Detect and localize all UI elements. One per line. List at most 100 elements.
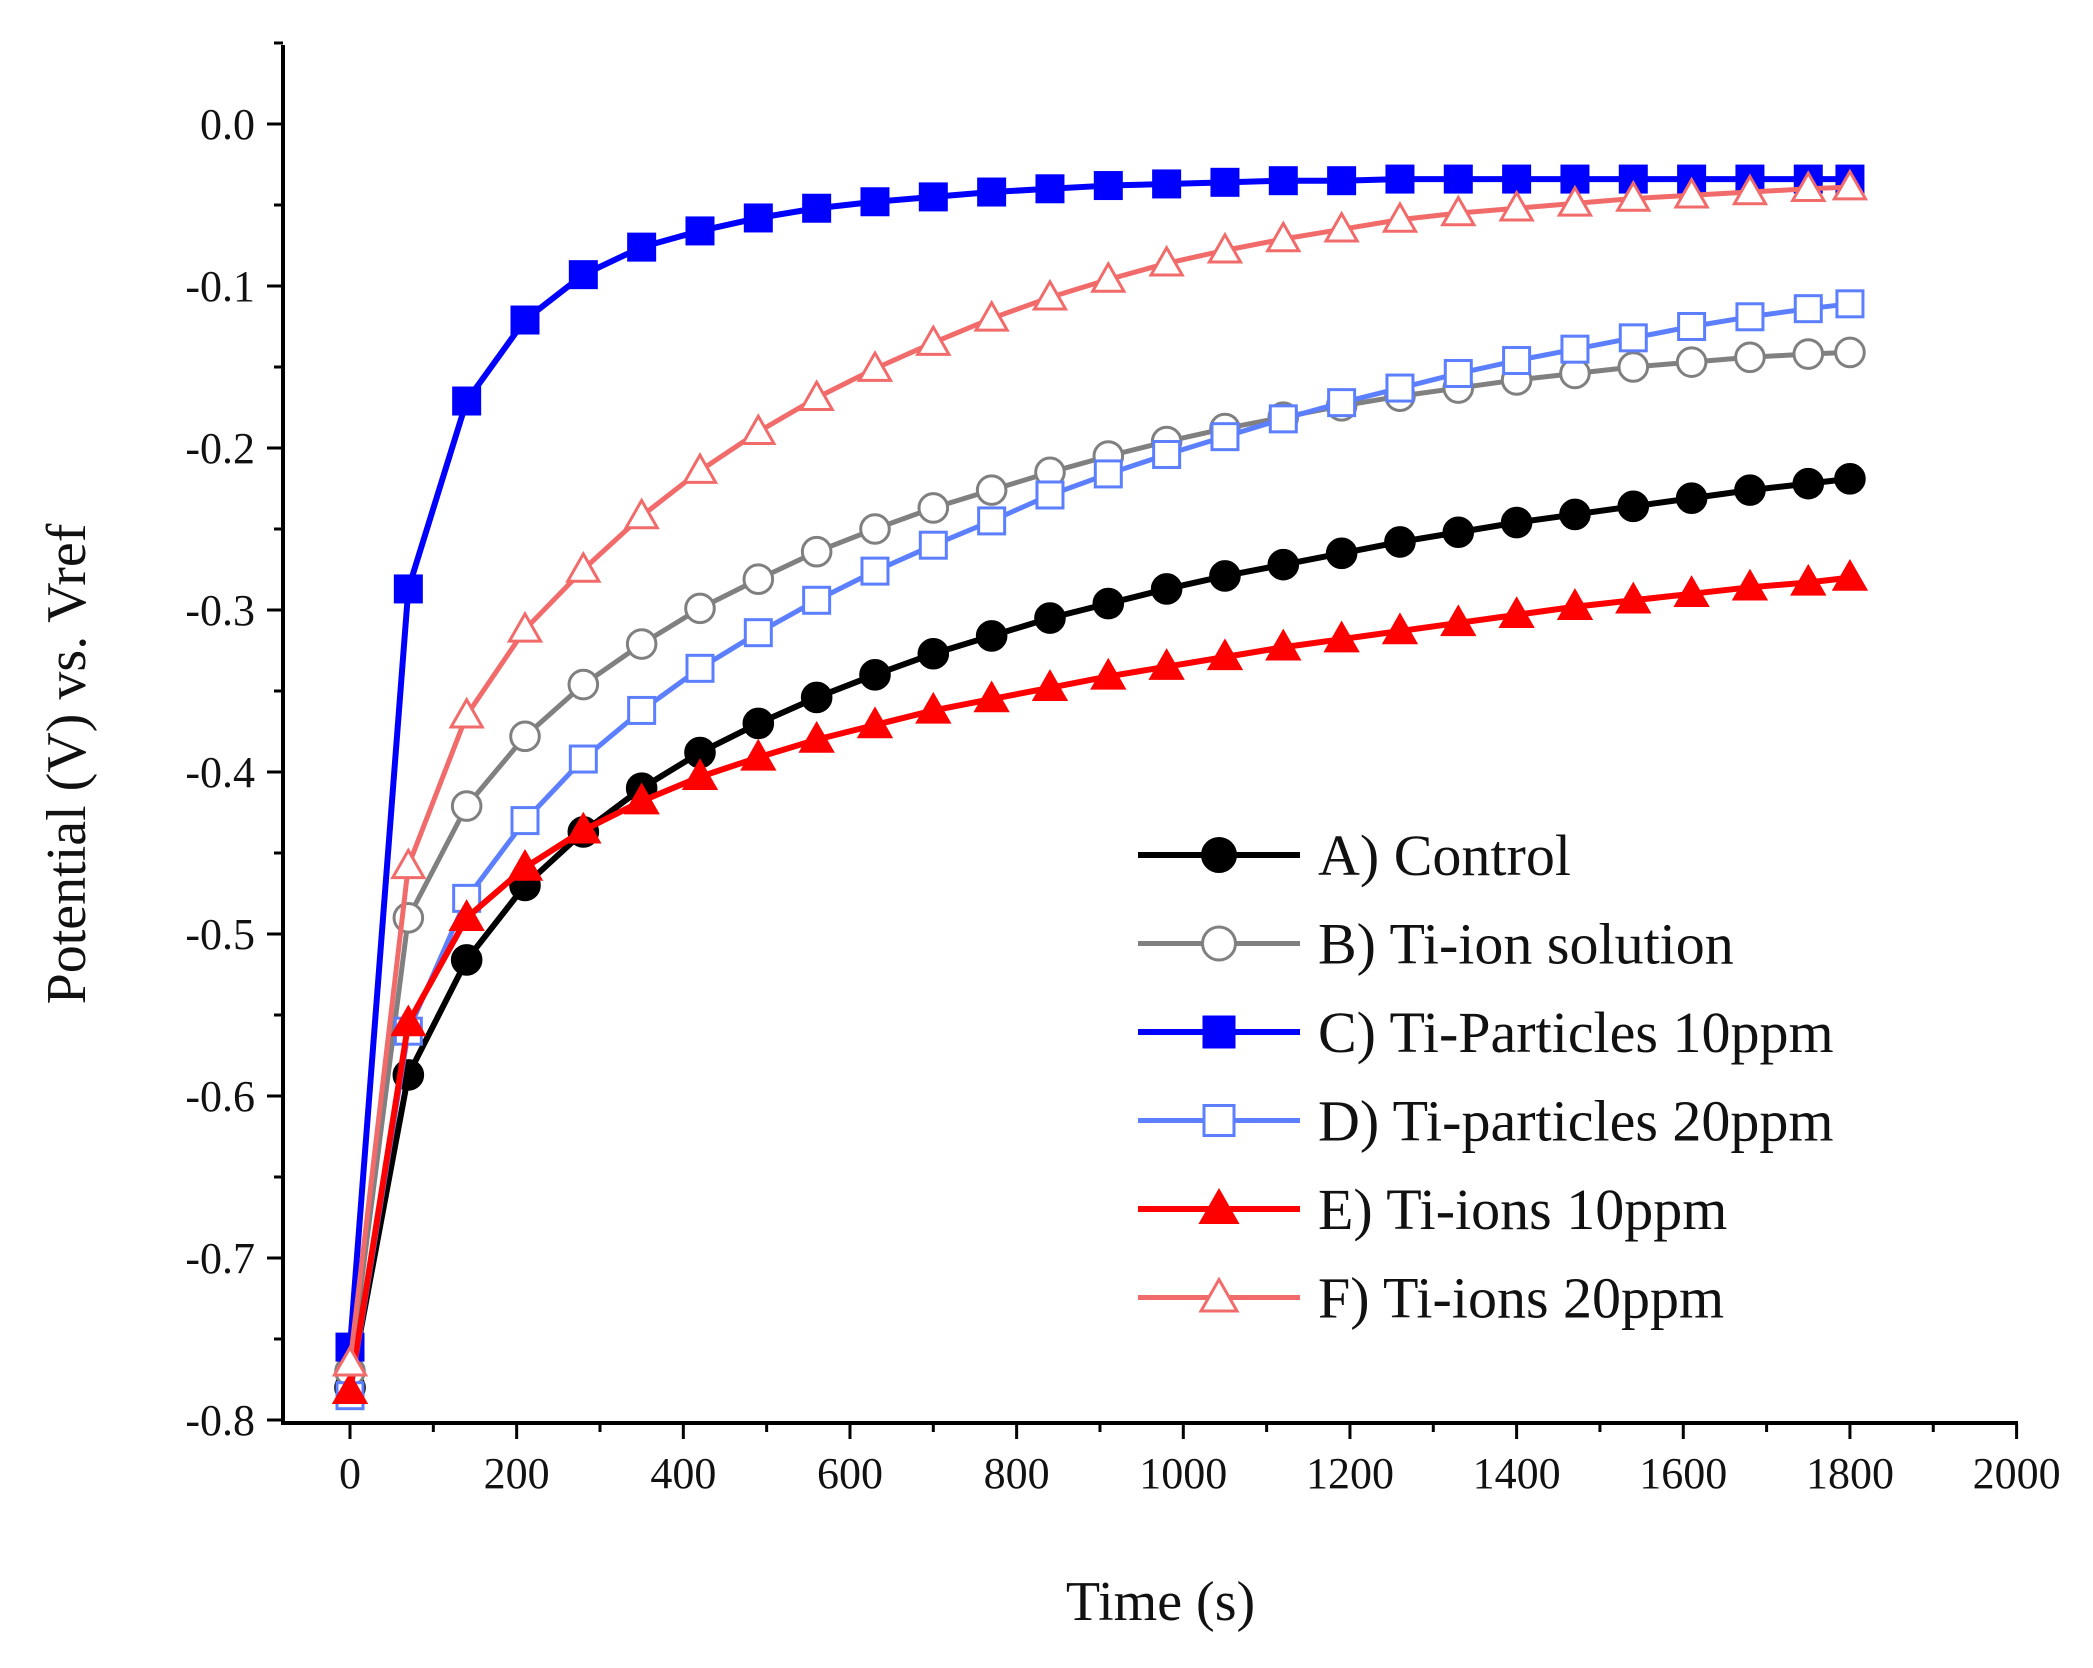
data-point [1617, 490, 1650, 523]
data-point [973, 680, 1010, 713]
data-point [506, 610, 544, 643]
legend-label: E) Ti-ions 10ppm [1318, 1177, 1727, 1242]
data-point [977, 506, 1007, 536]
y-axis-title: Potential (V) vs. Vref [36, 523, 98, 1004]
data-point [1731, 173, 1769, 206]
data-point [1792, 338, 1825, 370]
data-point [860, 556, 890, 586]
data-point [452, 386, 482, 416]
data-point [1152, 439, 1182, 469]
data-point [1210, 167, 1240, 197]
legend-marker [1198, 1187, 1240, 1224]
data-point [1673, 176, 1710, 209]
data-point [973, 299, 1010, 332]
data-point [1035, 174, 1065, 204]
data-point [856, 349, 894, 382]
legend-label: D) Ti-particles 20ppm [1318, 1089, 1834, 1154]
data-point [1502, 346, 1532, 376]
data-point [802, 585, 832, 615]
data-point [393, 574, 423, 604]
x-tick-label: 2000 [1973, 1449, 2061, 1498]
data-point [802, 193, 832, 223]
data-point [1835, 289, 1865, 319]
data-point [740, 413, 777, 445]
legend-label: A) Control [1318, 823, 1571, 888]
data-point [860, 187, 890, 217]
data-point [915, 324, 952, 356]
legend-item: B) Ti-ion solution [1138, 912, 1734, 977]
data-point [742, 707, 775, 740]
data-point [1831, 558, 1869, 591]
data-point [568, 744, 598, 774]
data-point [392, 902, 425, 934]
data-point [1092, 587, 1125, 620]
data-point [917, 637, 950, 670]
data-point [448, 899, 485, 931]
data-point [977, 177, 1007, 207]
data-point [1325, 537, 1358, 570]
data-point [1327, 388, 1357, 418]
legend-marker [1201, 925, 1237, 962]
data-point [1734, 474, 1766, 506]
data-point [1093, 171, 1123, 201]
data-point [1034, 602, 1066, 634]
data-point [975, 620, 1008, 652]
data-point [1209, 560, 1241, 592]
x-tick-label: 1200 [1306, 1449, 1394, 1498]
data-point [742, 563, 775, 596]
data-point [625, 628, 658, 660]
data-point [681, 758, 719, 791]
data-point [1675, 346, 1708, 378]
data-point [1384, 526, 1416, 558]
data-point [1148, 648, 1185, 680]
data-point [1617, 351, 1650, 383]
data-point [1381, 612, 1419, 645]
data-point [623, 782, 660, 815]
data-point [1731, 568, 1769, 601]
data-point [1268, 404, 1298, 434]
legend-label: F) Ti-ions 20ppm [1318, 1266, 1724, 1331]
data-point [918, 530, 948, 560]
legend-item: D) Ti-particles 20ppm [1138, 1089, 1834, 1154]
data-point [1035, 480, 1065, 510]
data-point [1385, 373, 1415, 403]
legend-item: F) Ti-ions 20ppm [1138, 1266, 1724, 1331]
series-5 [331, 558, 1869, 1405]
legend-marker [1202, 1104, 1236, 1137]
data-point [1498, 189, 1535, 222]
data-point [685, 216, 715, 246]
data-point [915, 691, 952, 724]
legend-item: E) Ti-ions 10ppm [1138, 1177, 1727, 1242]
data-point [740, 738, 777, 771]
data-point [1265, 628, 1302, 661]
y-tick-label: -0.8 [185, 1396, 255, 1445]
data-point [1790, 563, 1827, 596]
data-point [331, 1372, 369, 1405]
data-point [743, 203, 773, 233]
data-point [859, 659, 891, 691]
data-point [1618, 323, 1648, 353]
series-layer [331, 164, 1869, 1411]
data-point [390, 1004, 427, 1037]
data-point [1615, 179, 1652, 212]
x-tick-label: 400 [650, 1449, 716, 1498]
data-point [1443, 358, 1473, 388]
data-point [390, 847, 427, 880]
data-point [1093, 459, 1123, 489]
x-tick-label: 800 [984, 1449, 1050, 1498]
data-point [1556, 588, 1594, 620]
data-point [975, 474, 1008, 506]
series-6 [331, 168, 1869, 1377]
y-tick-label: -0.6 [185, 1072, 255, 1121]
x-tick-label: 1000 [1139, 1449, 1227, 1498]
data-point [1206, 231, 1244, 264]
data-point [1443, 164, 1473, 194]
x-axis-title: Time (s) [1066, 1571, 1255, 1633]
data-point [568, 260, 598, 290]
y-tick-label: 0.0 [200, 100, 255, 149]
data-point [565, 550, 602, 583]
y-tick-label: -0.5 [185, 910, 255, 959]
x-tick-label: 1400 [1473, 1449, 1561, 1498]
data-point [1150, 573, 1183, 605]
